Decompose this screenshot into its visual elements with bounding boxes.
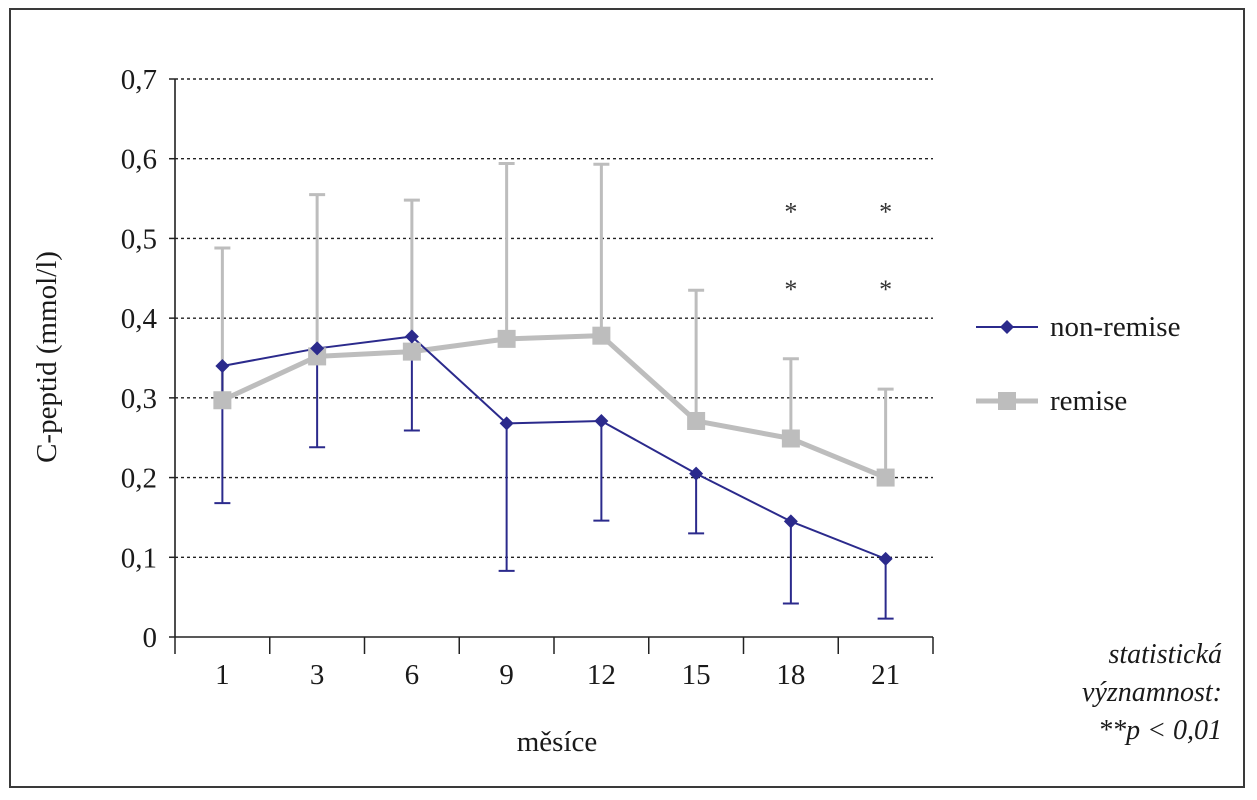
y-tick-label: 0,7 (121, 64, 157, 96)
axes (169, 78, 934, 654)
data-point-non-remise (689, 466, 704, 481)
y-tick-label: 0,2 (121, 463, 157, 495)
y-tick-label: 0,4 (121, 303, 158, 335)
x-tick-label: 21 (871, 659, 900, 691)
series-line-remise (221, 333, 887, 480)
data-point-non-remise (783, 514, 798, 529)
data-point-non-remise (215, 358, 230, 373)
y-tick-label: 0,3 (121, 383, 157, 415)
x-tick-label: 6 (405, 659, 420, 691)
data-point-remise (308, 347, 327, 366)
data-point-remise (592, 326, 611, 345)
y-tick-label: 0,1 (121, 542, 157, 574)
gridlines (175, 78, 933, 558)
x-tick-label: 9 (499, 659, 514, 691)
data-point-non-remise (310, 341, 325, 356)
series-markers (213, 326, 895, 566)
data-point-non-remise (878, 551, 893, 566)
x-tick-label: 1 (215, 659, 230, 691)
data-point-remise (876, 468, 895, 487)
legend-label: non-remise (1050, 311, 1180, 343)
data-point-non-remise (594, 413, 609, 428)
x-tick-label: 12 (587, 659, 616, 691)
x-axis-title: měsíce (517, 726, 598, 758)
y-tick-label: 0,5 (121, 223, 157, 255)
data-point-remise (687, 411, 706, 430)
data-point-remise (213, 391, 232, 410)
legend-label: remise (1050, 385, 1127, 417)
data-point-non-remise (404, 329, 419, 344)
series-line-non-remise (222, 335, 886, 560)
y-axis-title: C-peptid (mmol/l) (31, 251, 63, 463)
legend-marker-diamond (1000, 320, 1014, 334)
tick-labels: 0 0,1 0,2 0,3 0,4 0,5 0,6 0,7 1 3 6 9 12 15 18 21 * * * * (121, 64, 900, 691)
data-point-remise (497, 329, 516, 348)
significance-note-line-1: statistická (1108, 639, 1222, 670)
significance-note-line-3: **p < 0,01 (1098, 715, 1222, 746)
error-bars (214, 161, 894, 620)
data-point-remise (402, 342, 421, 361)
significance-star: * (784, 275, 797, 304)
significance-note-line-2: významnost: (1082, 677, 1222, 708)
legend: non-remise remise (976, 311, 1180, 417)
x-tick-label: 3 (310, 659, 325, 691)
x-tick-label: 15 (682, 659, 711, 691)
x-tick-label: 18 (776, 659, 805, 691)
legend-marker-square (998, 392, 1016, 410)
data-point-non-remise (499, 416, 514, 431)
significance-star: * (784, 198, 797, 227)
y-tick-label: 0 (143, 622, 158, 654)
series-lines (221, 333, 887, 560)
significance-star: * (879, 198, 892, 227)
data-point-remise (781, 429, 800, 448)
significance-star: * (879, 275, 892, 304)
y-tick-label: 0,6 (121, 144, 157, 176)
